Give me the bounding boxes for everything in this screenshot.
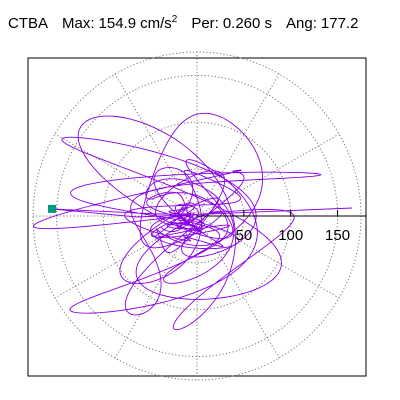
period-readout: Per: 0.260 s [191, 15, 272, 32]
radial-axis [197, 210, 366, 217]
grid-spoke-150 [54, 133, 198, 217]
grid-spoke-120 [114, 73, 198, 217]
max-value: 154.9 [98, 15, 137, 32]
max-readout: Max: 154.9 cm/s2 [62, 14, 178, 32]
trace-path [33, 112, 353, 331]
radial-tick-label-50: 50 [236, 227, 253, 244]
per-value: 0.260 s [222, 15, 273, 32]
max-label: Max: [62, 15, 95, 32]
max-unit-exponent: 2 [171, 14, 178, 25]
motion-trace [33, 112, 353, 331]
ang-value: 177.2 [320, 15, 359, 32]
title-bar: CTBA Max: 154.9 cm/s2 Per: 0.260 s Ang: 177.2 [8, 14, 372, 32]
radial-tick-label-100: 100 [278, 227, 303, 244]
grid-spoke-300 [196, 215, 280, 359]
radial-tick-label-150: 150 [325, 227, 350, 244]
station-code: CTBA [8, 15, 49, 32]
max-marker-layer [48, 204, 57, 213]
max-marker [48, 204, 57, 213]
max-unit: cm/s [140, 15, 172, 32]
angle-readout: Ang: 177.2 [286, 15, 358, 32]
grid-spoke-30 [196, 133, 340, 217]
per-label: Per: [191, 15, 219, 32]
grid-spoke-330 [196, 215, 340, 299]
ang-label: Ang: [286, 15, 317, 32]
radial-tick-labels: 50 100 150 [236, 227, 351, 244]
